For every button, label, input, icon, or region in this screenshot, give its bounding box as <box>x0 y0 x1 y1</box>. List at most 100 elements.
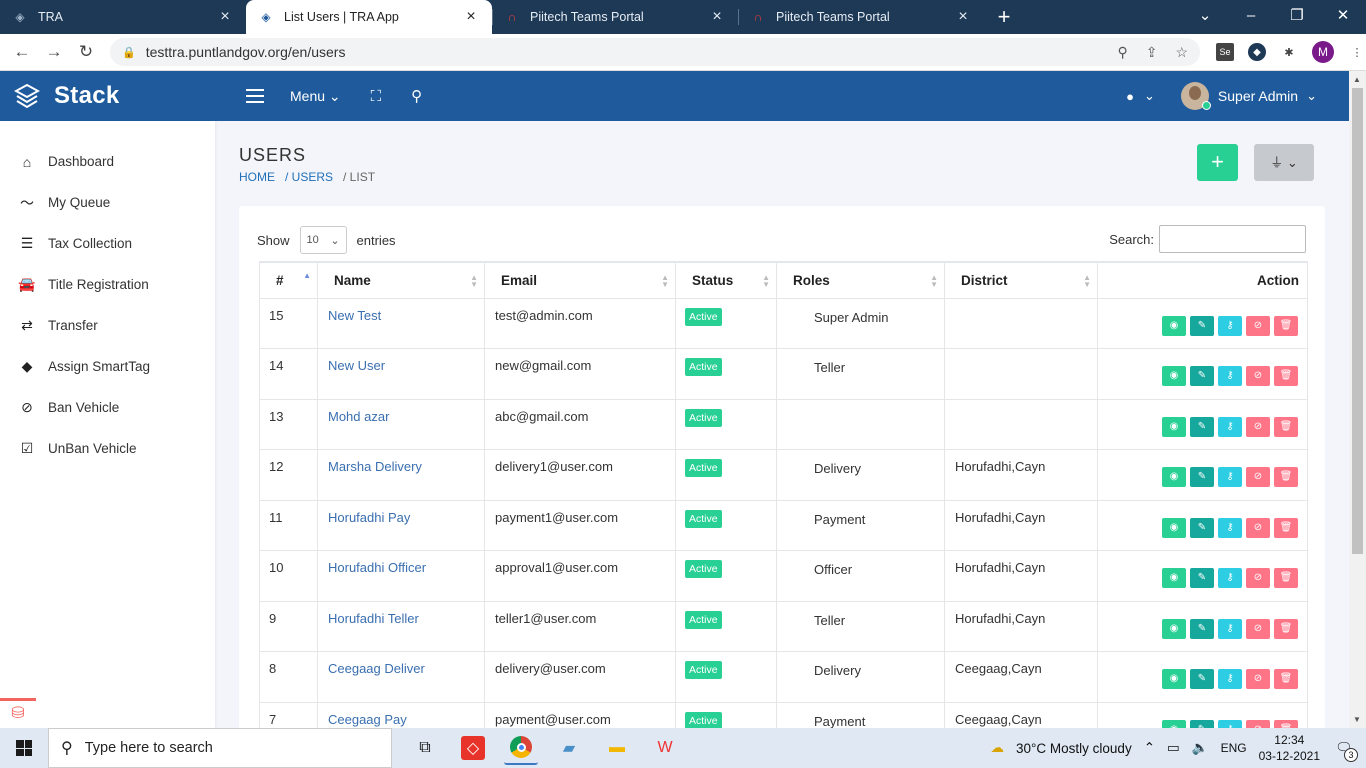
sidebar-item-title-registration[interactable]: 🚘 Title Registration <box>0 264 215 305</box>
reset-password-button[interactable]: ⚷ <box>1218 568 1242 588</box>
edit-button[interactable]: ✎ <box>1190 416 1214 437</box>
new-tab-button[interactable]: + <box>997 4 1011 29</box>
user-name[interactable]: Super Admin <box>1217 88 1299 104</box>
ban-button[interactable]: ⊘ <box>1246 618 1270 639</box>
user-icon[interactable]: ● <box>1126 88 1135 104</box>
sidebar-item-ban-vehicle[interactable]: ⊘ Ban Vehicle <box>0 387 215 428</box>
delete-button[interactable]: 🗑 <box>1274 416 1298 437</box>
add-user-button[interactable]: + <box>1197 144 1238 181</box>
delete-button[interactable]: 🗑 <box>1274 618 1298 639</box>
ban-button[interactable]: ⊘ <box>1246 315 1270 336</box>
col-status[interactable]: Status ▲ ▼ <box>675 261 777 299</box>
user-name-link[interactable]: Ceegaag Pay <box>328 711 407 727</box>
close-icon[interactable]: × <box>466 8 476 25</box>
user-name-link[interactable]: Horufadhi Teller <box>328 610 419 626</box>
close-window-button[interactable]: ✕ <box>1336 7 1350 24</box>
reset-password-button[interactable]: ⚷ <box>1218 618 1242 639</box>
view-button[interactable]: ◉ <box>1162 618 1186 639</box>
sidebar-item-my-queue[interactable]: 〜 My Queue <box>0 182 215 223</box>
delete-button[interactable]: 🗑 <box>1274 719 1298 728</box>
user-name-link[interactable]: Horufadhi Pay <box>328 509 411 525</box>
laravel-debug-icon[interactable]: ⛁ <box>0 698 36 728</box>
col-district[interactable]: District ▲ ▼ <box>944 261 1098 299</box>
scroll-up-icon[interactable]: ▲ <box>1353 75 1361 84</box>
fullscreen-icon[interactable]: ⛶ <box>370 87 382 105</box>
edit-button[interactable]: ✎ <box>1190 315 1214 336</box>
minimize-button[interactable]: – <box>1246 7 1256 24</box>
share-icon[interactable]: ⇪ <box>1145 43 1158 60</box>
ban-button[interactable]: ⊘ <box>1246 719 1270 728</box>
forward-button[interactable]: → <box>45 42 63 61</box>
edit-button[interactable]: ✎ <box>1190 618 1214 639</box>
sidebar-item-tax-collection[interactable]: ☰ Tax Collection <box>0 223 215 264</box>
col-email[interactable]: Email ▲ ▼ <box>484 261 676 299</box>
chevron-up-icon[interactable]: ⌃ <box>1143 740 1156 755</box>
url-field[interactable]: 🔒 testtra.puntlandgov.org/en/users ⚲ ⇪ ☆ <box>110 38 1200 66</box>
start-button[interactable] <box>0 740 48 756</box>
ban-button[interactable]: ⊘ <box>1246 416 1270 437</box>
language-indicator[interactable]: ENG <box>1220 741 1247 755</box>
ban-button[interactable]: ⊘ <box>1246 517 1270 538</box>
scrollbar-thumb[interactable] <box>1352 88 1363 554</box>
more-menu-icon[interactable]: ⋮ <box>1351 46 1363 59</box>
sidebar-item-unban-vehicle[interactable]: ☑ UnBan Vehicle <box>0 428 215 469</box>
edit-button[interactable]: ✎ <box>1190 719 1214 728</box>
browser-tab-list-users[interactable]: ◈ List Users | TRA App × <box>246 0 492 34</box>
view-button[interactable]: ◉ <box>1162 416 1186 437</box>
zoom-icon[interactable]: ⚲ <box>1117 43 1128 60</box>
reset-password-button[interactable]: ⚷ <box>1218 669 1242 689</box>
view-button[interactable]: ◉ <box>1162 315 1186 336</box>
weather-icon[interactable]: ☁ <box>990 740 1005 755</box>
reset-password-button[interactable]: ⚷ <box>1218 315 1242 336</box>
ban-button[interactable]: ⊘ <box>1246 467 1270 487</box>
sidebar-item-transfer[interactable]: ⇄ Transfer <box>0 305 215 346</box>
restore-button[interactable]: ❐ <box>1290 7 1304 24</box>
edit-button[interactable]: ✎ <box>1190 568 1214 588</box>
tab-search-icon[interactable]: ⌄ <box>1198 7 1212 24</box>
page-scrollbar[interactable]: ▲ ▼ <box>1349 71 1366 728</box>
sidebar-item-assign-smarttag[interactable]: ◆ Assign SmartTag <box>0 346 215 387</box>
notepad-icon[interactable]: ▰ <box>562 740 576 757</box>
close-icon[interactable]: × <box>220 8 230 25</box>
view-button[interactable]: ◉ <box>1162 719 1186 728</box>
scroll-down-icon[interactable]: ▼ <box>1353 715 1361 724</box>
selenium-extension-icon[interactable]: Se <box>1216 43 1234 61</box>
back-button[interactable]: ← <box>13 42 31 61</box>
puzzle-icon[interactable]: ✱ <box>1284 46 1294 59</box>
lock-icon[interactable]: 🔒 <box>122 46 136 59</box>
user-name-link[interactable]: Marsha Delivery <box>328 459 422 474</box>
chrome-icon[interactable] <box>504 731 538 765</box>
browser-tab-tra[interactable]: ◈ TRA × <box>0 0 246 34</box>
page-length-select[interactable]: 10 ⌄ <box>299 226 347 254</box>
reset-password-button[interactable]: ⚷ <box>1218 467 1242 487</box>
reset-password-button[interactable]: ⚷ <box>1218 517 1242 538</box>
brand[interactable]: Stack <box>0 71 215 121</box>
chevron-down-icon[interactable]: ⌄ <box>1306 88 1317 103</box>
delete-button[interactable]: 🗑 <box>1274 467 1298 487</box>
close-icon[interactable]: × <box>958 8 968 25</box>
browser-tab-piitech-2[interactable]: ∩ Piitech Teams Portal × <box>738 0 984 34</box>
search-icon[interactable]: ⚲ <box>411 88 423 105</box>
plugin-dropdown-button[interactable]: ⏚ ⌄ <box>1254 144 1314 181</box>
view-button[interactable]: ◉ <box>1162 669 1186 689</box>
anydesk-icon[interactable]: ◇ <box>461 736 485 760</box>
notification-icon[interactable]: 🗨 3 <box>1332 736 1358 762</box>
delete-button[interactable]: 🗑 <box>1274 315 1298 336</box>
taskbar-search[interactable]: ⚲ Type here to search <box>48 728 392 768</box>
view-button[interactable]: ◉ <box>1162 366 1186 386</box>
file-explorer-icon[interactable]: ▬ <box>609 739 625 756</box>
wps-office-icon[interactable]: W <box>657 739 673 756</box>
col-roles[interactable]: Roles ▲ ▼ <box>776 261 945 299</box>
reset-password-button[interactable]: ⚷ <box>1218 719 1242 728</box>
user-name-link[interactable]: New User <box>328 358 386 373</box>
user-name-link[interactable]: New Test <box>328 307 382 323</box>
ban-button[interactable]: ⊘ <box>1246 669 1270 689</box>
avatar[interactable] <box>1180 82 1209 110</box>
col-id[interactable]: # ▲ <box>259 261 318 299</box>
ban-button[interactable]: ⊘ <box>1246 366 1270 386</box>
clock[interactable]: 12:34 03-12-2021 <box>1259 732 1320 764</box>
battery-icon[interactable]: ▭ <box>1167 740 1180 755</box>
chevron-down-icon[interactable]: ⌄ <box>1144 88 1155 103</box>
shield-extension-icon[interactable]: ◆ <box>1248 43 1266 61</box>
view-button[interactable]: ◉ <box>1162 568 1186 588</box>
